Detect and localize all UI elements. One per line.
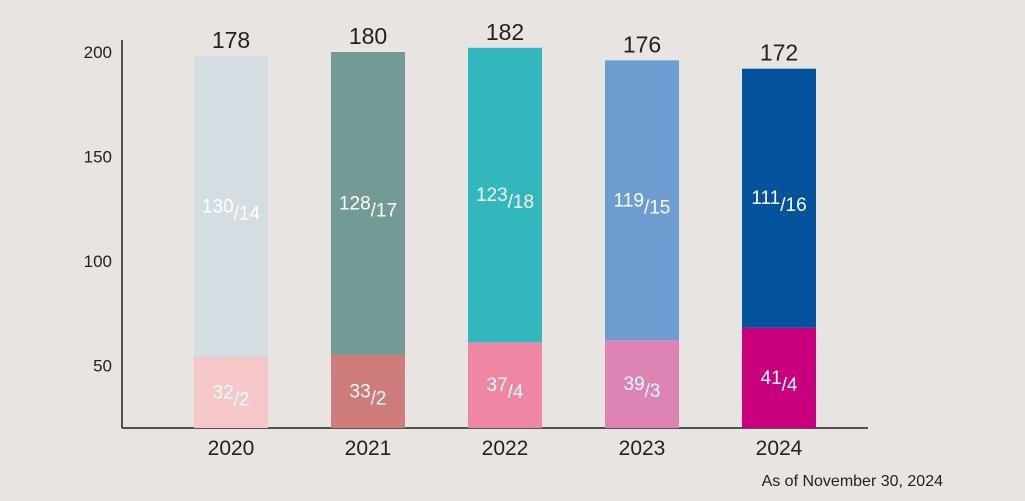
- bar-segment: [194, 356, 268, 428]
- bar-segment: [605, 60, 679, 341]
- y-tick-label: 200: [84, 43, 112, 62]
- footnote: As of November 30, 2024: [761, 473, 943, 490]
- segment-label: 130/14: [202, 197, 261, 225]
- bar-segment: [605, 340, 679, 428]
- bar-segment: [742, 68, 816, 328]
- y-tick-label: 150: [84, 147, 112, 166]
- segment-label: 128/17: [339, 193, 397, 221]
- bar-segment: [468, 342, 542, 428]
- bar-segment: [194, 56, 268, 357]
- total-label: 180: [349, 23, 387, 49]
- bar-segment: [742, 327, 816, 428]
- total-label: 178: [212, 27, 250, 53]
- segment-label: 32/2: [213, 382, 250, 410]
- total-label: 172: [760, 40, 798, 66]
- segment-label: 39/3: [624, 374, 661, 402]
- category-label: 2021: [345, 437, 392, 460]
- segment-label: 41/4: [761, 368, 798, 396]
- bar-segment: [331, 354, 405, 428]
- total-label: 182: [486, 19, 524, 45]
- category-label: 2024: [756, 437, 803, 460]
- total-label: 176: [623, 31, 661, 57]
- segment-label: 37/4: [487, 375, 524, 403]
- segment-label: 119/15: [614, 190, 671, 218]
- segment-label: 33/2: [350, 381, 387, 409]
- category-label: 2022: [482, 437, 529, 460]
- y-tick-label: 50: [93, 356, 112, 375]
- category-label: 2023: [619, 437, 666, 460]
- segment-label: 111/16: [751, 188, 806, 216]
- bar-segment: [331, 52, 405, 355]
- category-label: 2020: [208, 437, 255, 460]
- y-tick-label: 100: [84, 252, 112, 271]
- segment-label: 123/18: [476, 185, 534, 213]
- bar-segment: [468, 47, 542, 343]
